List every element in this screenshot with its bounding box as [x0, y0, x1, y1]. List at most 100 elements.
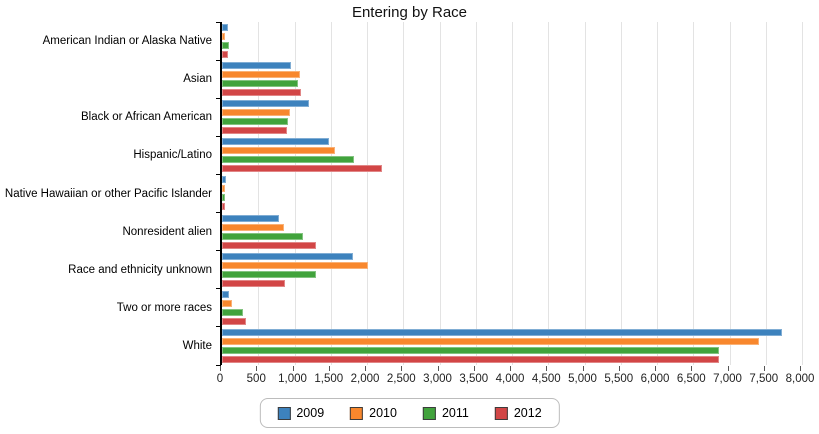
gridline — [548, 22, 550, 365]
gridline — [475, 22, 477, 365]
bar-2011-asian[interactable] — [222, 80, 299, 88]
legend: 2009 2010 2011 2012 — [259, 398, 560, 428]
legend-label-2012: 2012 — [513, 406, 542, 420]
bar-2010-native-hawaiian-or-other-pacific-islander[interactable] — [222, 185, 226, 193]
bar-2012-nonresident-alien[interactable] — [222, 241, 316, 249]
bar-group-nonresident-alien — [222, 213, 802, 251]
bar-2010-asian[interactable] — [222, 71, 300, 79]
y-axis-label-asian: Asian — [183, 73, 212, 86]
bar-2009-native-hawaiian-or-other-pacific-islander[interactable] — [222, 176, 226, 184]
bar-group-hispanic-latino — [222, 136, 802, 174]
x-axis-tick — [365, 366, 366, 371]
bar-group-american-indian-or-alaska-native — [222, 22, 802, 60]
bar-2011-two-or-more-races[interactable] — [222, 308, 243, 316]
x-axis-tick — [220, 366, 221, 371]
bar-2010-nonresident-alien[interactable] — [222, 223, 285, 231]
bar-2012-white[interactable] — [222, 355, 720, 363]
gridline — [729, 22, 731, 365]
y-axis-label-hispanic-latino: Hispanic/Latino — [133, 149, 212, 162]
gridline — [258, 22, 260, 365]
legend-item-2010[interactable]: 2010 — [350, 406, 397, 420]
bar-2011-nonresident-alien[interactable] — [222, 232, 304, 240]
bar-group-two-or-more-races — [222, 289, 802, 327]
y-axis-tick — [216, 97, 221, 99]
legend-label-2010: 2010 — [369, 406, 397, 420]
x-axis-label-6000: 6,000 — [640, 373, 670, 385]
x-axis-label-2500: 2,500 — [386, 373, 416, 385]
x-axis-tick — [256, 366, 258, 371]
bar-2011-race-and-ethnicity-unknown[interactable] — [222, 270, 317, 278]
x-axis-label-8000: 8,000 — [785, 373, 815, 385]
gridline — [367, 22, 368, 365]
y-axis-tick — [216, 173, 221, 175]
y-axis-label-black-or-african-american: Black or African American — [80, 111, 212, 124]
x-axis-tick — [582, 366, 584, 371]
bar-2012-asian[interactable] — [222, 89, 302, 97]
y-axis-tick — [216, 59, 221, 61]
bar-2010-white[interactable] — [222, 337, 759, 345]
y-axis-tick — [216, 212, 221, 214]
bar-2010-race-and-ethnicity-unknown[interactable] — [222, 261, 369, 269]
x-axis-label-4500: 4,500 — [531, 373, 561, 385]
legend-item-2012[interactable]: 2012 — [494, 406, 542, 420]
x-axis-tick — [546, 366, 548, 371]
bar-2009-black-or-african-american[interactable] — [222, 100, 309, 108]
y-axis-tick — [216, 250, 221, 252]
bar-2010-american-indian-or-alaska-native[interactable] — [222, 33, 226, 41]
bar-2009-asian[interactable] — [222, 62, 291, 70]
bar-2011-native-hawaiian-or-other-pacific-islander[interactable] — [222, 194, 226, 202]
bar-2009-two-or-more-races[interactable] — [222, 290, 229, 298]
bar-2010-hispanic-latino[interactable] — [222, 147, 336, 155]
bar-2012-two-or-more-races[interactable] — [222, 317, 246, 325]
gridline — [403, 22, 405, 365]
bar-2012-hispanic-latino[interactable] — [222, 165, 383, 173]
gridline — [765, 22, 767, 365]
bar-2011-white[interactable] — [222, 346, 719, 354]
bar-2011-american-indian-or-alaska-native[interactable] — [222, 42, 229, 50]
bar-2009-race-and-ethnicity-unknown[interactable] — [222, 252, 354, 260]
bar-2012-native-hawaiian-or-other-pacific-islander[interactable] — [222, 203, 225, 211]
x-axis-tick — [691, 366, 693, 371]
bar-2012-black-or-african-american[interactable] — [222, 127, 288, 135]
bar-2009-hispanic-latino[interactable] — [222, 138, 329, 146]
x-axis-label-4000: 4,000 — [495, 373, 525, 385]
bar-2009-white[interactable] — [222, 328, 782, 336]
x-axis: 0 500 1,000 1,500 2,000 2,500 3,000 3,500 4,000 4… — [216, 365, 814, 389]
x-axis-label-3000: 3,000 — [423, 373, 452, 385]
x-axis-label-6500: 6,500 — [676, 373, 706, 385]
bar-2011-black-or-african-american[interactable] — [222, 118, 288, 126]
y-axis-labels: American Indian or Alaska Native Asian Bla… — [0, 22, 212, 365]
legend-swatch-2012 — [494, 406, 508, 420]
x-axis-label-0: 0 — [216, 373, 224, 385]
bar-2009-american-indian-or-alaska-native[interactable] — [222, 24, 228, 32]
gridline — [802, 22, 803, 365]
bar-group-native-hawaiian-or-other-pacific-islander — [222, 174, 802, 212]
x-axis-tick — [763, 366, 765, 371]
y-axis-label-nonresident-alien: Nonresident alien — [122, 225, 212, 238]
bar-2010-black-or-african-american[interactable] — [222, 109, 291, 117]
x-axis-tick — [800, 366, 801, 371]
x-axis-label-1000: 1,000 — [278, 373, 307, 385]
x-axis-tick — [510, 366, 511, 371]
bar-2012-american-indian-or-alaska-native[interactable] — [222, 51, 229, 59]
bar-2009-nonresident-alien[interactable] — [222, 214, 279, 222]
plot-area — [216, 21, 803, 366]
bar-2011-hispanic-latino[interactable] — [222, 156, 354, 164]
x-axis-tick — [292, 366, 294, 371]
bar-2012-race-and-ethnicity-unknown[interactable] — [222, 279, 285, 287]
gridline — [512, 22, 513, 365]
x-axis-label-7000: 7,000 — [713, 373, 742, 385]
x-axis-tick — [655, 366, 656, 371]
legend-label-2011: 2011 — [441, 406, 469, 420]
x-axis-tick — [401, 366, 403, 371]
legend-item-2011[interactable]: 2011 — [422, 406, 469, 420]
gridline — [330, 22, 332, 365]
legend-item-2009[interactable]: 2009 — [277, 406, 324, 420]
y-axis-label-native-hawaiian-or-other-pacific-islander: Native Hawaiian or other Pacific Islande… — [4, 187, 212, 200]
y-axis-tick — [216, 288, 221, 290]
y-axis-tick — [216, 326, 221, 328]
x-axis-label-2000: 2,000 — [350, 373, 380, 385]
bar-2010-two-or-more-races[interactable] — [222, 299, 232, 307]
x-axis-tick — [437, 366, 439, 371]
gridline — [693, 22, 695, 365]
